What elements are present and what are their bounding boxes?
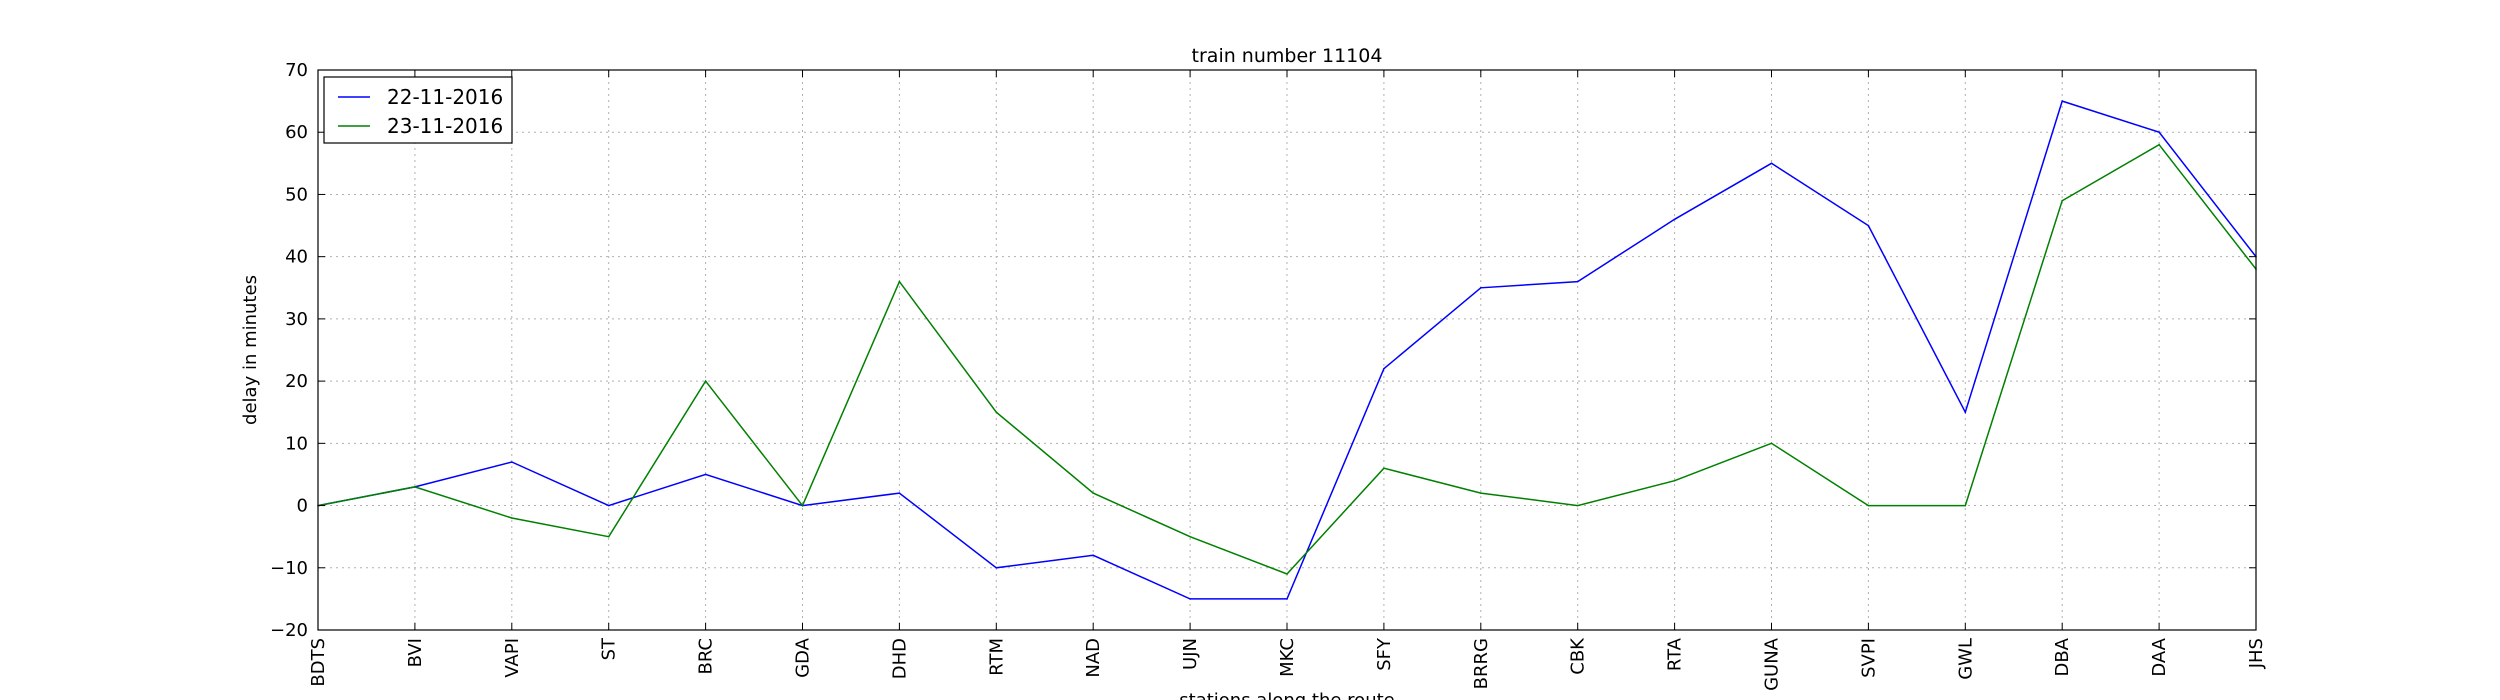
grid-lines xyxy=(317,69,2257,631)
y-tick-label: −10 xyxy=(270,558,308,579)
series-1-point xyxy=(898,492,901,494)
x-tick-label: BRRG xyxy=(1471,638,1492,689)
x-tick-label: BVI xyxy=(405,638,426,667)
series-2-point xyxy=(2158,143,2160,146)
series-1-point xyxy=(1189,598,1191,600)
series-1-point xyxy=(511,461,513,463)
y-tick-label: 70 xyxy=(285,60,308,81)
x-tick-label: DHD xyxy=(889,638,910,679)
x-tick-label: DBA xyxy=(2052,637,2073,676)
series-lines xyxy=(317,100,2257,600)
x-tick-label: GWL xyxy=(1955,638,1976,680)
x-axis-label: stations along the route xyxy=(1179,690,1394,700)
x-tick-label: JHS xyxy=(2246,638,2267,669)
series-2-point xyxy=(1286,573,1288,575)
x-tick-label: MKC xyxy=(1277,638,1298,677)
series-1-point xyxy=(1673,218,1676,221)
series-2-point xyxy=(511,517,513,519)
series-2-point xyxy=(1189,535,1191,538)
series-1-point xyxy=(995,566,998,569)
y-axis-ticks: −20 −10 0 10 20 30 40 50 60 70 xyxy=(270,60,2256,641)
y-tick-label: 30 xyxy=(285,309,308,330)
series-1-point xyxy=(1576,280,1579,283)
y-tick-label: 60 xyxy=(285,122,308,143)
series-2-point xyxy=(1964,504,1967,507)
x-tick-label: DAA xyxy=(2149,637,2170,676)
y-axis-label: delay in minutes xyxy=(240,275,261,425)
x-tick-label: CBK xyxy=(1568,637,1589,675)
x-tick-label: ST xyxy=(599,637,620,660)
x-tick-label: GDA xyxy=(793,637,814,677)
x-tick-label: SFY xyxy=(1374,637,1395,671)
series-1-point xyxy=(1770,162,1773,165)
series-1-point xyxy=(1480,286,1482,289)
series-2-point xyxy=(1480,492,1482,494)
series-2-point xyxy=(1673,479,1676,482)
legend-label-series-2: 23-11-2016 xyxy=(387,114,503,138)
y-tick-label: 40 xyxy=(285,247,308,268)
x-tick-label: BDTS xyxy=(308,638,329,687)
series-2-point xyxy=(607,535,610,538)
series-2-point xyxy=(1383,467,1385,470)
x-tick-label: UJN xyxy=(1180,638,1201,670)
series-2-point xyxy=(1092,492,1094,494)
x-tick-label: GUNA xyxy=(1762,637,1783,691)
x-tick-label: RTM xyxy=(986,638,1007,676)
x-tick-label: RTA xyxy=(1665,637,1686,671)
legend-label-series-1: 22-11-2016 xyxy=(387,85,503,109)
series-1-line xyxy=(317,100,2257,600)
series-2-point xyxy=(898,280,901,283)
x-tick-label: BRC xyxy=(696,638,717,675)
series-2-point xyxy=(704,380,707,382)
series-1-point xyxy=(607,504,610,507)
series-2-point xyxy=(1770,442,1773,445)
chart-title: train number 11104 xyxy=(1192,45,1383,67)
x-tick-label: VAPI xyxy=(502,638,523,678)
y-tick-label: 0 xyxy=(297,496,308,517)
series-2-point xyxy=(801,504,804,507)
series-2-point xyxy=(1867,504,1870,507)
series-2-point xyxy=(995,411,998,414)
series-1-point xyxy=(1383,367,1385,370)
x-tick-label: SVPI xyxy=(1858,638,1879,678)
series-1-point xyxy=(1286,598,1288,600)
x-tick-label: NAD xyxy=(1083,638,1104,678)
series-1-point xyxy=(704,473,707,476)
series-2-point xyxy=(1576,504,1579,507)
y-tick-label: −20 xyxy=(270,620,308,641)
series-1-point xyxy=(2158,131,2160,134)
series-1-point xyxy=(1964,411,1967,414)
y-tick-label: 20 xyxy=(285,371,308,392)
y-tick-label: 50 xyxy=(285,184,308,205)
series-1-point xyxy=(2061,100,2063,102)
series-2-point xyxy=(2061,199,2063,202)
legend: 22-11-2016 23-11-2016 xyxy=(323,76,513,144)
legend-box xyxy=(323,76,513,144)
series-2-point xyxy=(414,486,416,488)
series-1-point xyxy=(1092,554,1094,557)
series-1-point xyxy=(1867,224,1870,227)
x-axis-ticks: BDTS BVI VAPI ST BRC GDA DHD RTM NAD UJN MKC SFY BRR… xyxy=(308,70,2267,691)
y-tick-label: 10 xyxy=(285,433,308,454)
